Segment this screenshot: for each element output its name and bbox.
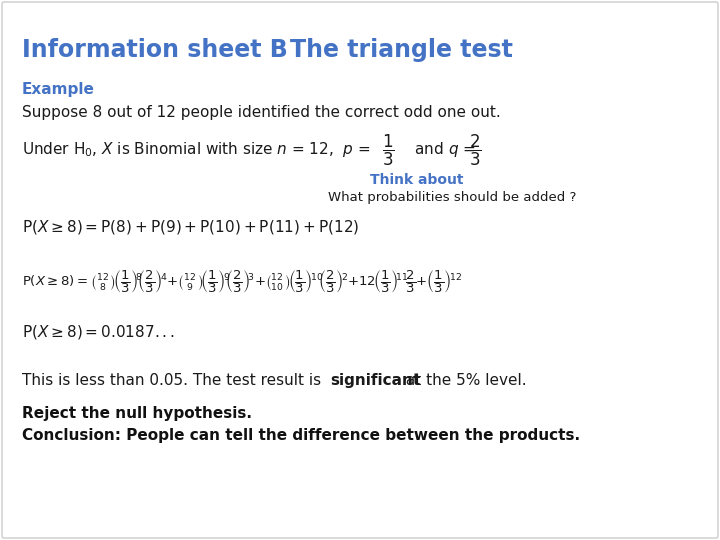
Text: $\dfrac{2}{3}$: $\dfrac{2}{3}$ (469, 133, 482, 168)
Text: Reject the null hypothesis.: Reject the null hypothesis. (22, 406, 252, 421)
Text: Example: Example (22, 82, 95, 97)
Text: at the 5% level.: at the 5% level. (401, 373, 526, 388)
Text: $\dfrac{1}{3}$: $\dfrac{1}{3}$ (382, 133, 395, 168)
Text: significant: significant (330, 373, 420, 388)
Text: Conclusion: People can tell the difference between the products.: Conclusion: People can tell the differen… (22, 428, 580, 443)
Text: Suppose 8 out of 12 people identified the correct odd one out.: Suppose 8 out of 12 people identified th… (22, 105, 500, 120)
Text: The triangle test: The triangle test (290, 38, 513, 62)
Text: $\mathrm{P}(X \geq 8) = 0.0187...$: $\mathrm{P}(X \geq 8) = 0.0187...$ (22, 323, 175, 341)
Text: Think about: Think about (370, 173, 464, 187)
Text: Information sheet B: Information sheet B (22, 38, 288, 62)
Text: $\mathrm{P}(X \geq 8) = \mathrm{P}(8) + \mathrm{P}(9) + \mathrm{P}(10) + \mathrm: $\mathrm{P}(X \geq 8) = \mathrm{P}(8) + … (22, 218, 359, 236)
Text: What probabilities should be added ?: What probabilities should be added ? (328, 191, 577, 204)
Text: Under H$_0$, $X$ is Binomial with size $n$ = 12,  $p$ =: Under H$_0$, $X$ is Binomial with size $… (22, 140, 371, 159)
Text: This is less than 0.05. The test result is: This is less than 0.05. The test result … (22, 373, 326, 388)
Text: $\mathrm{P}(X \geq 8) = \binom{12}{8}\!\left(\dfrac{1}{3}\right)^{\!8}\!\!\left(: $\mathrm{P}(X \geq 8) = \binom{12}{8}\!\… (22, 268, 462, 295)
Text: and $q$ =: and $q$ = (400, 140, 476, 159)
